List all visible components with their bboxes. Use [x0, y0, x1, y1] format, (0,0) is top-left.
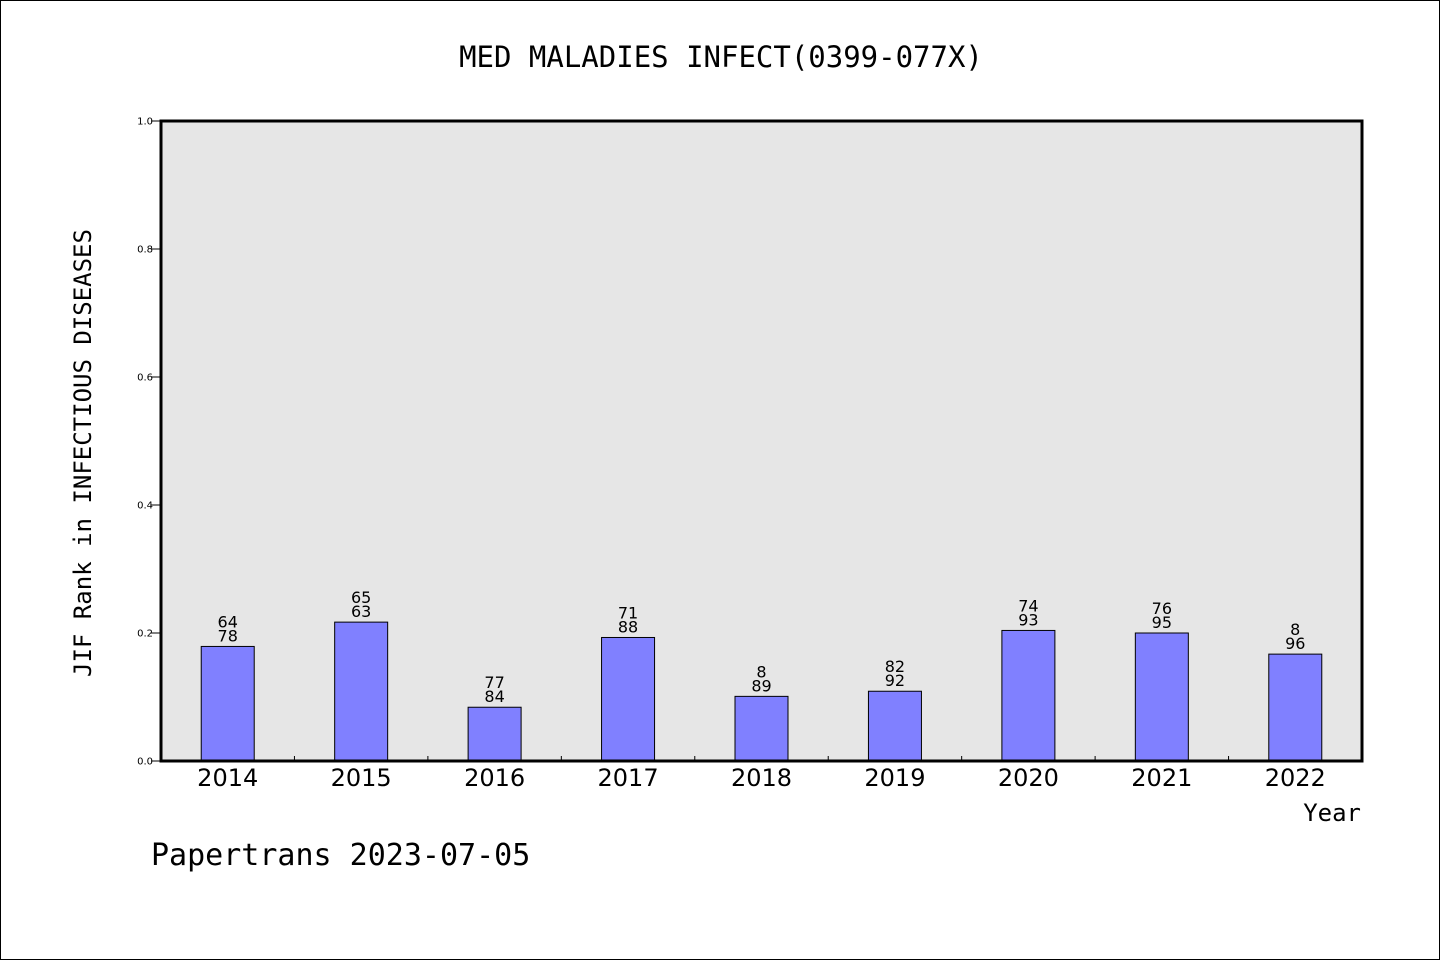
- chart-title: MED MALADIES INFECT(0399-077X): [459, 40, 983, 74]
- data-label-top: 8: [1290, 620, 1300, 639]
- bar-2022: [1268, 653, 1323, 762]
- bar-2020: [1001, 629, 1056, 762]
- y-tick-label: 0.6: [137, 373, 153, 384]
- x-tick-label: 2019: [864, 764, 925, 792]
- data-label-top: 82: [885, 657, 905, 676]
- bar-2014: [200, 645, 255, 762]
- x-tick-label: 2017: [598, 764, 659, 792]
- plot-border: [159, 119, 1364, 763]
- data-label-top: 74: [1018, 596, 1038, 615]
- y-axis-label: JIF Rank in INFECTIOUS DISEASES: [69, 229, 97, 677]
- y-tick-label: 0.8: [137, 245, 153, 256]
- data-label-bottom: 84: [484, 687, 504, 706]
- bar-2015: [334, 621, 389, 762]
- x-tick-label: 2021: [1131, 764, 1192, 792]
- x-tick-label: 2022: [1265, 764, 1326, 792]
- x-tick-label: 2020: [998, 764, 1059, 792]
- y-tick-label: 1.0: [137, 117, 153, 128]
- data-label-bottom: 63: [351, 602, 371, 621]
- y-tick-label: 0.0: [137, 757, 153, 768]
- data-label-top: 77: [484, 673, 504, 692]
- x-tick-label: 2015: [331, 764, 392, 792]
- data-label-top: 71: [618, 603, 638, 622]
- x-axis-label: Year: [1303, 799, 1361, 827]
- x-tick-label: 2018: [731, 764, 792, 792]
- data-label-bottom: 78: [218, 626, 238, 645]
- x-tick-label: 2016: [464, 764, 525, 792]
- footer-text: Papertrans 2023-07-05: [151, 838, 530, 873]
- data-label-bottom: 93: [1018, 610, 1038, 629]
- data-label-top: 8: [756, 662, 766, 681]
- data-label-bottom: 95: [1152, 613, 1172, 632]
- ticks-group: 0.0 0.2 0.4 0.6 0.8 1.0 2014 2015 2016 2017 2018 20…: [137, 117, 1326, 793]
- data-label-top: 65: [351, 588, 371, 607]
- bar-2016: [467, 706, 522, 762]
- bar-2021: [1134, 632, 1189, 762]
- y-tick-label: 0.2: [137, 629, 153, 640]
- data-label-top: 64: [218, 612, 238, 631]
- bar-2017: [601, 636, 656, 762]
- data-label-bottom: 89: [751, 676, 771, 695]
- y-tick-label: 0.4: [137, 501, 153, 512]
- bar-2018: [734, 695, 789, 762]
- x-tick-label: 2014: [197, 764, 258, 792]
- data-label-bottom: 96: [1285, 634, 1305, 653]
- data-label-top: 76: [1152, 599, 1172, 618]
- data-label-bottom: 92: [885, 671, 905, 690]
- data-label-bottom: 88: [618, 617, 638, 636]
- bar-2019: [867, 690, 922, 762]
